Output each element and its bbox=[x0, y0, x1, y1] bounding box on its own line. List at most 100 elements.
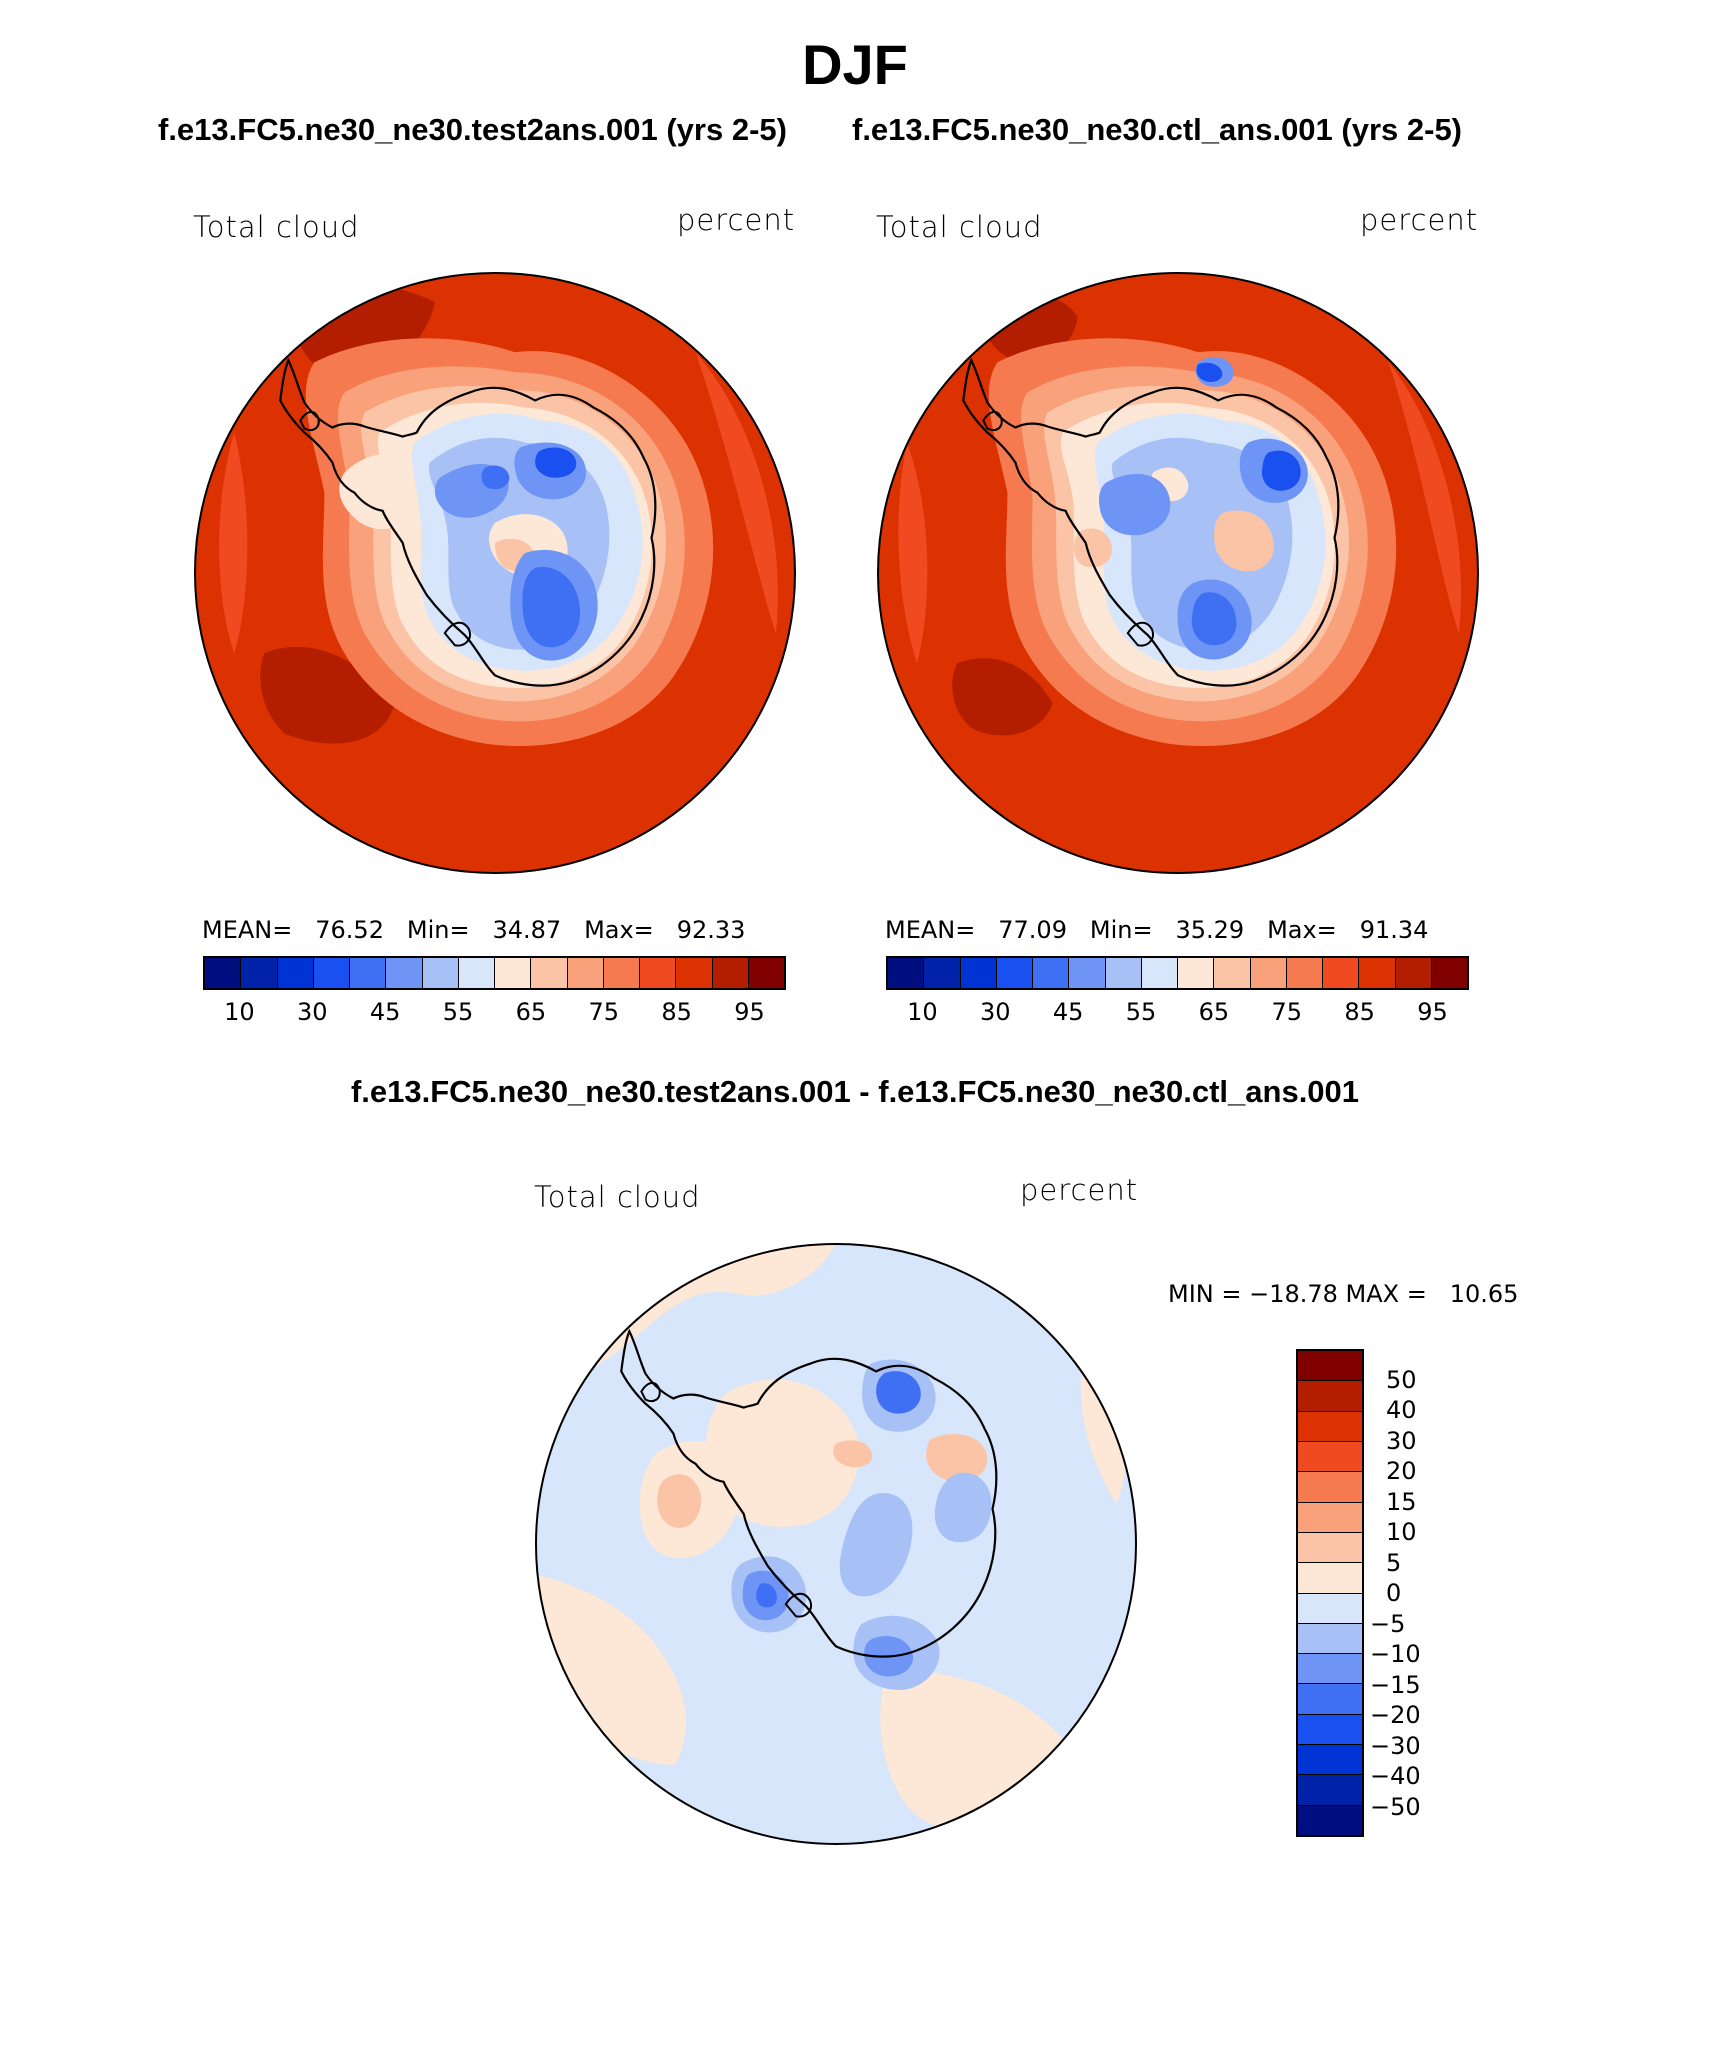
panel2-colorbar-tick-label: 45 bbox=[1052, 998, 1084, 1026]
panel1-max-label: Max= bbox=[584, 916, 654, 944]
panel1-colorbar bbox=[203, 956, 786, 990]
panel3-colorbar-swatch bbox=[1298, 1593, 1362, 1624]
panel2-colorbar-swatch bbox=[1286, 958, 1323, 988]
panel1-mean: 76.52 bbox=[315, 916, 384, 944]
panel3-colorbar-tick-label: 10 bbox=[1386, 1518, 1417, 1546]
panel2-colorbar-tick-label: 30 bbox=[980, 998, 1011, 1026]
panel1-min-label: Min= bbox=[406, 916, 470, 944]
panel1-colorbar-swatch bbox=[458, 958, 495, 988]
panel2-colorbar-swatch bbox=[1069, 958, 1106, 988]
panel1-mean-label: MEAN= bbox=[202, 916, 293, 944]
panel2-colorbar-swatch bbox=[888, 958, 925, 988]
panel3-colorbar-swatch bbox=[1298, 1502, 1362, 1533]
panel2-colorbar-swatch bbox=[960, 958, 997, 988]
panel3-colorbar-swatch bbox=[1298, 1472, 1362, 1503]
panel1-colorbar-tick-label: 95 bbox=[734, 998, 765, 1026]
panel3-colorbar-swatch bbox=[1298, 1623, 1362, 1655]
panel1-colorbar-tick-label: 55 bbox=[442, 998, 474, 1026]
panel2-colorbar-swatch bbox=[1359, 958, 1396, 988]
panel3-colorbar bbox=[1296, 1349, 1364, 1837]
panel3-colorbar-swatch bbox=[1298, 1775, 1362, 1806]
panel1-colorbar-swatch bbox=[241, 958, 278, 988]
panel3-colorbar-tick-label: −15 bbox=[1370, 1670, 1421, 1699]
panel1-colorbar-swatch bbox=[748, 958, 784, 988]
panel3-colorbar-swatch bbox=[1298, 1411, 1362, 1442]
panel2-colorbar bbox=[886, 956, 1469, 990]
panel1-max: 92.33 bbox=[676, 916, 746, 944]
panel3-map bbox=[535, 1243, 1137, 1845]
panel3-colorbar-tick-label: −10 bbox=[1370, 1640, 1421, 1668]
panel2-colorbar-swatch bbox=[1214, 958, 1251, 988]
panel1-coastline bbox=[279, 357, 657, 687]
panel2-colorbar-tick-label: 55 bbox=[1125, 998, 1157, 1026]
panel3-colorbar-tick-label: −20 bbox=[1370, 1701, 1421, 1729]
panel2-colorbar-tick-label: 95 bbox=[1417, 998, 1448, 1026]
panel3-colorbar-swatch bbox=[1298, 1532, 1362, 1564]
panel3-colorbar-swatch bbox=[1298, 1745, 1362, 1776]
panel1-colorbar-swatch bbox=[422, 958, 459, 988]
panel3-colorbar-tick-label: 0 bbox=[1386, 1579, 1402, 1607]
panel2-units: percent bbox=[1360, 203, 1479, 237]
panel2-colorbar-swatch bbox=[924, 958, 961, 988]
case2-title: f.e13.FC5.ne30_ne30.ctl_ans.001 (yrs 2-5… bbox=[852, 112, 1463, 147]
panel2-colorbar-ticks: 10 30 45 55 65 75 85 95 bbox=[886, 998, 1469, 1028]
panel3-colorbar-swatch bbox=[1298, 1441, 1362, 1473]
panel2-colorbar-swatch bbox=[1431, 958, 1467, 988]
panel2-variable: Total cloud bbox=[876, 210, 1043, 244]
case1-title: f.e13.FC5.ne30_ne30.test2ans.001 (yrs 2-… bbox=[158, 112, 787, 147]
page-title: DJF bbox=[802, 33, 908, 96]
panel1-colorbar-tick-label: 85 bbox=[661, 998, 692, 1026]
panel2-colorbar-swatch bbox=[1395, 958, 1432, 988]
panel2-mean: 77.09 bbox=[998, 916, 1067, 944]
panel3-colorbar-tick-label: −30 bbox=[1370, 1731, 1421, 1760]
panel3-colorbar-swatch bbox=[1298, 1381, 1362, 1412]
panel1-colorbar-swatch bbox=[712, 958, 749, 988]
panel1-colorbar-swatch bbox=[313, 958, 350, 988]
panel2-map bbox=[877, 272, 1479, 874]
panel2-colorbar-swatch bbox=[1250, 958, 1287, 988]
panel2-max: 91.34 bbox=[1359, 916, 1429, 944]
panel3-colorbar-tick-label: −40 bbox=[1370, 1762, 1421, 1790]
panel1-colorbar-tick-label: 65 bbox=[515, 998, 547, 1026]
panel1-variable: Total cloud bbox=[193, 210, 360, 244]
panel3-variable: Total cloud bbox=[534, 1180, 701, 1214]
panel1-map bbox=[194, 272, 796, 874]
panel3-colorbar-tick-label: −50 bbox=[1370, 1792, 1421, 1821]
panel1-colorbar-swatch bbox=[386, 958, 423, 988]
panel2-colorbar-swatch bbox=[1178, 958, 1215, 988]
panel1-colorbar-swatch bbox=[676, 958, 713, 988]
panel3-colorbar-tick-label: 20 bbox=[1386, 1457, 1417, 1485]
panel1-colorbar-swatch bbox=[531, 958, 568, 988]
panel1-colorbar-ticks: 10 30 45 55 65 75 85 95 bbox=[203, 998, 786, 1028]
panel2-colorbar-tick-label: 75 bbox=[1271, 998, 1303, 1026]
panel3-minmax: MIN = −18.78 MAX = 10.65 bbox=[1168, 1280, 1519, 1308]
panel3-coastline bbox=[620, 1328, 998, 1658]
panel1-colorbar-tick-label: 10 bbox=[224, 998, 255, 1026]
panel3-colorbar-swatch bbox=[1298, 1351, 1362, 1382]
panel1-colorbar-swatch bbox=[277, 958, 314, 988]
panel1-colorbar-swatch bbox=[205, 958, 242, 988]
panel3-colorbar-swatch bbox=[1298, 1654, 1362, 1685]
panel1-colorbar-swatch bbox=[350, 958, 387, 988]
panel2-colorbar-swatch bbox=[1323, 958, 1360, 988]
diff-title: f.e13.FC5.ne30_ne30.test2ans.001 - f.e13… bbox=[350, 1074, 1360, 1109]
panel3-colorbar-tick-label: 50 bbox=[1386, 1365, 1417, 1394]
panel1-stats: MEAN= 76.52 Min= 34.87 Max= 92.33 bbox=[202, 916, 745, 944]
panel1-colorbar-swatch bbox=[640, 958, 677, 988]
panel3-colorbar-tick-label: 40 bbox=[1386, 1396, 1417, 1424]
panel1-colorbar-swatch bbox=[495, 958, 532, 988]
panel2-min-label: Min= bbox=[1089, 916, 1153, 944]
panel1-colorbar-tick-label: 45 bbox=[369, 998, 401, 1026]
panel1-colorbar-swatch bbox=[603, 958, 640, 988]
panel2-stats: MEAN= 77.09 Min= 35.29 Max= 91.34 bbox=[885, 916, 1428, 944]
panel3-units: percent bbox=[1020, 1173, 1139, 1207]
panel3-colorbar-tick-label: 5 bbox=[1386, 1548, 1402, 1577]
panel2-colorbar-swatch bbox=[996, 958, 1033, 988]
panel2-coastline bbox=[962, 357, 1340, 687]
panel3-colorbar-swatch bbox=[1298, 1684, 1362, 1715]
panel1-colorbar-tick-label: 30 bbox=[297, 998, 328, 1026]
panel2-colorbar-tick-label: 85 bbox=[1344, 998, 1375, 1026]
panel1-units: percent bbox=[677, 203, 796, 237]
panel2-colorbar-swatch bbox=[1141, 958, 1178, 988]
panel3-colorbar-ticks: 50 40 30 20 15 10 5 0 −5 −10 −15 −20 −30 −40 −50 bbox=[1370, 1349, 1450, 1837]
